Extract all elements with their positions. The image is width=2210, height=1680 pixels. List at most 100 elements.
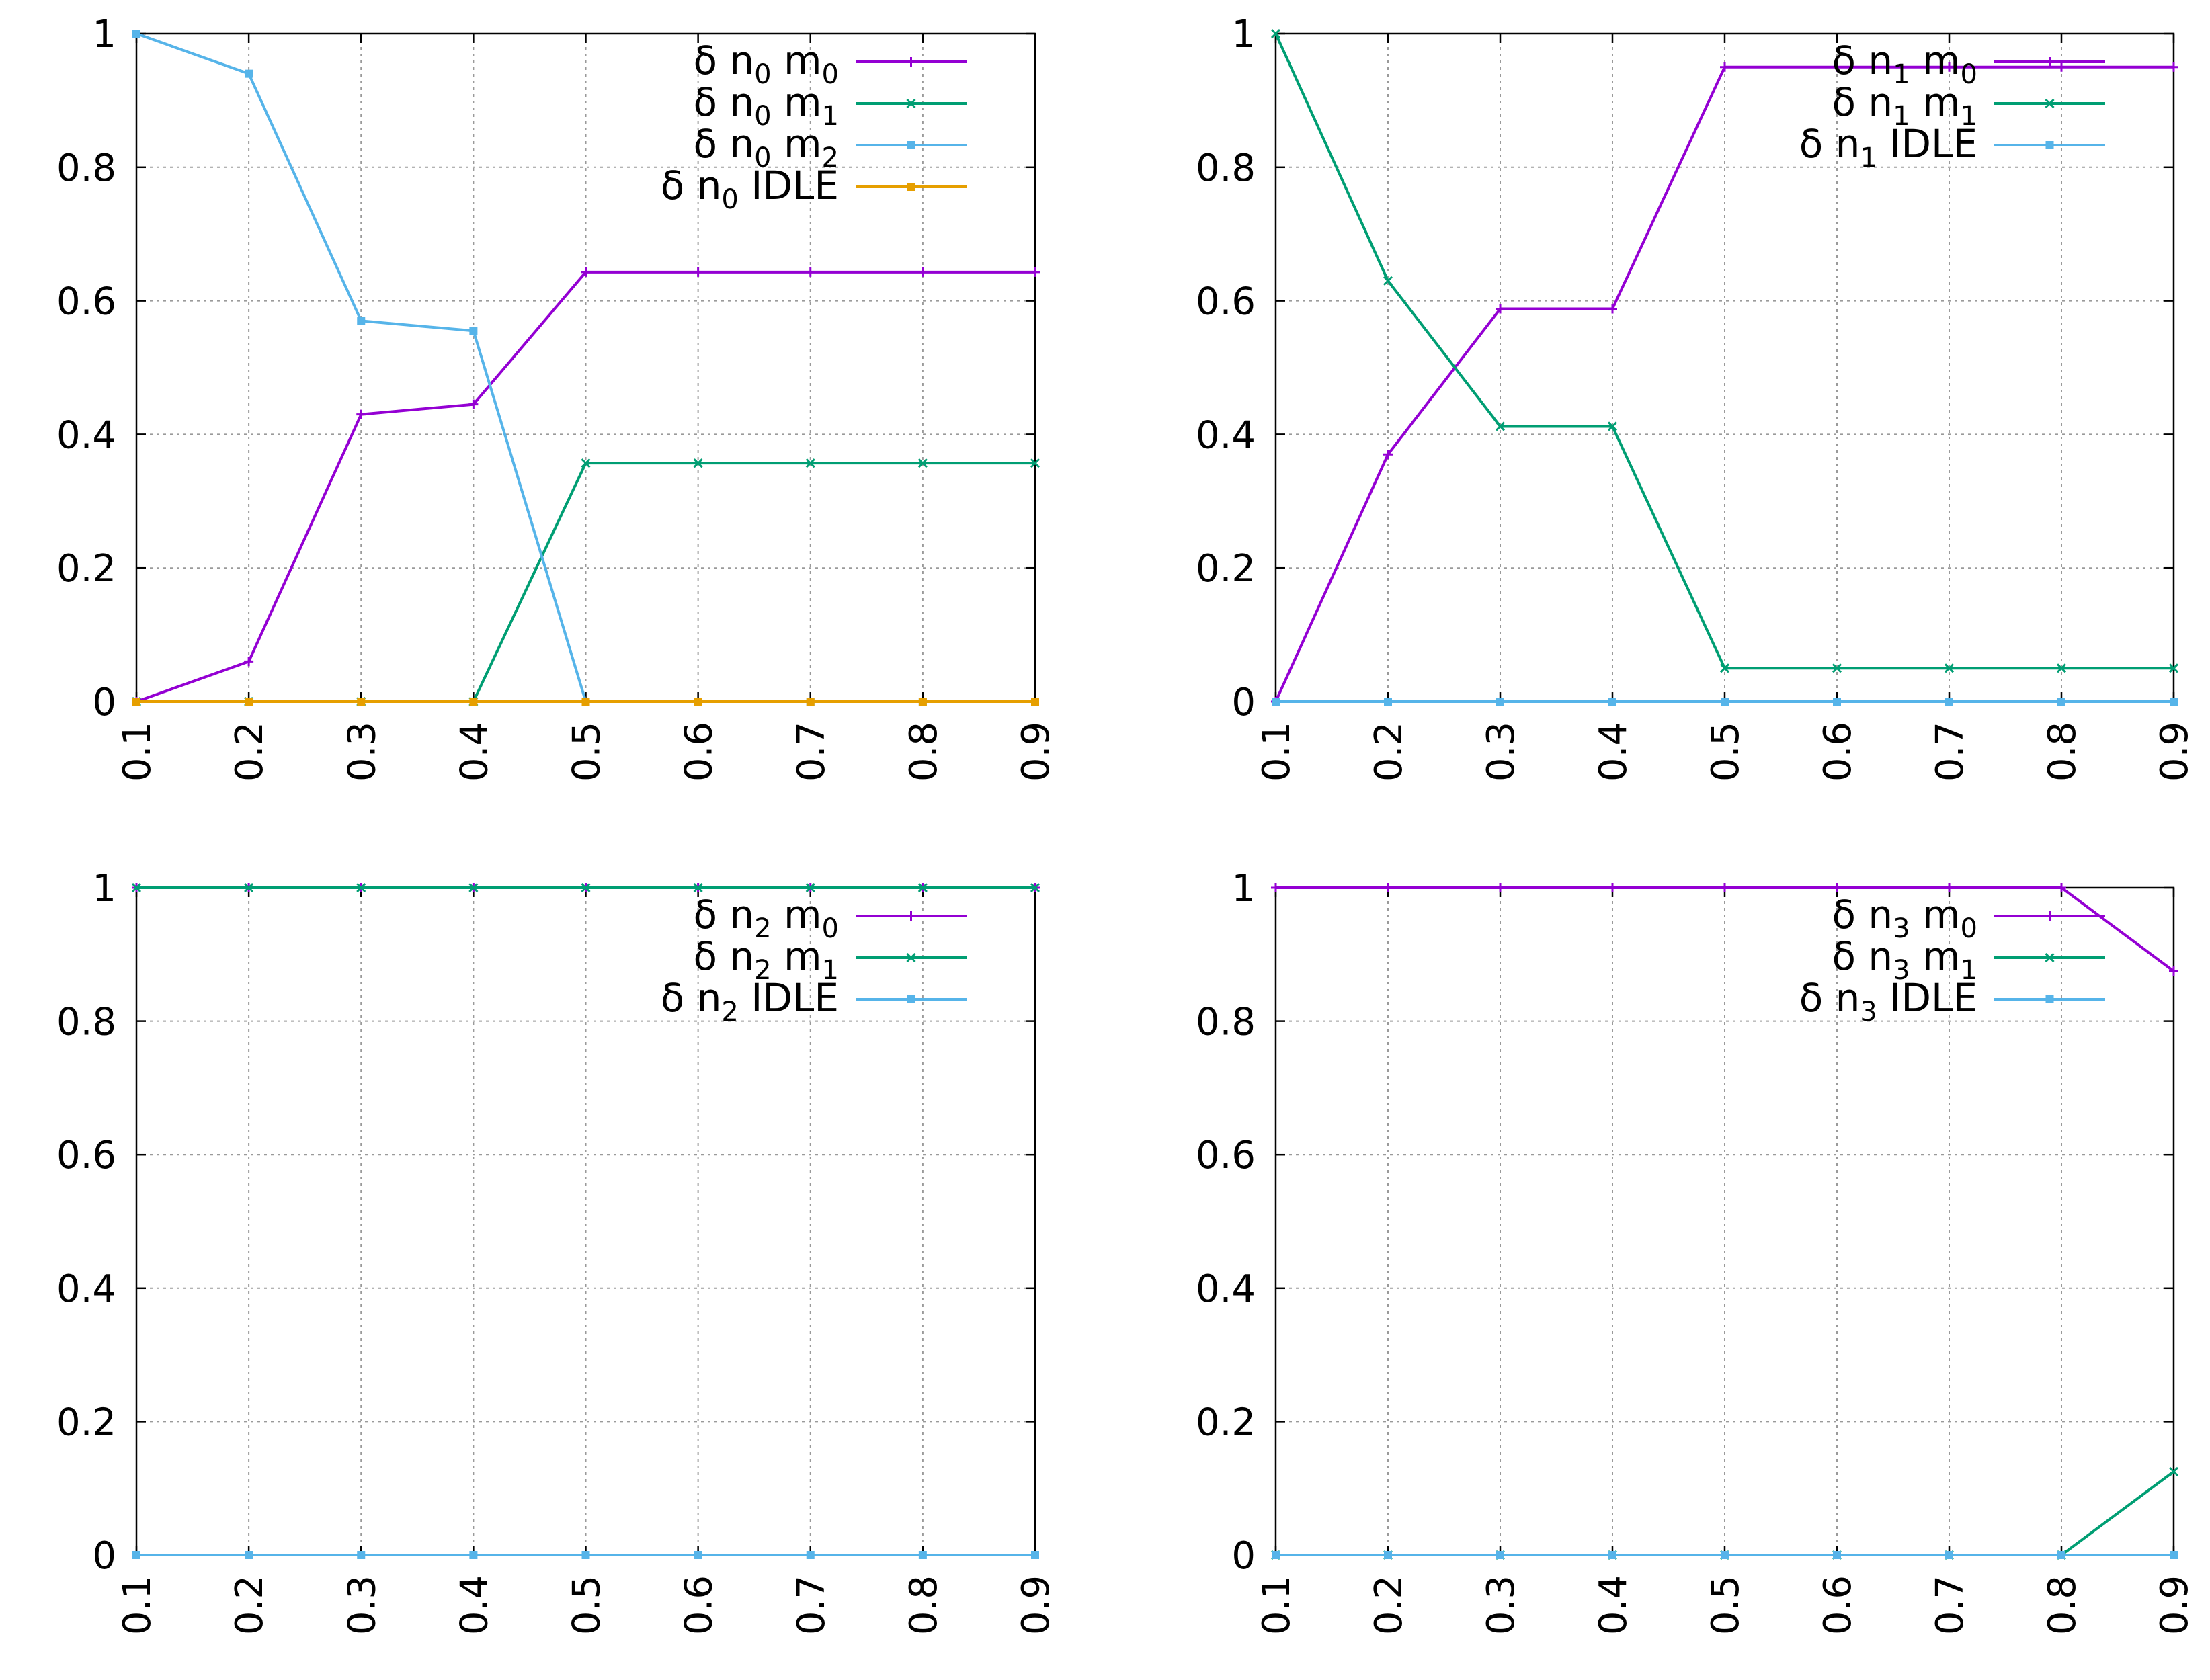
data-point xyxy=(1719,663,1730,673)
y-tick-label: 0.8 xyxy=(56,1001,116,1044)
data-point xyxy=(1031,698,1039,706)
legend-entry: δ n0 m0 xyxy=(693,38,967,90)
legend-label-mid: m xyxy=(1910,79,1961,125)
legend: δ n2 m0δ n2 m1δ n2 IDLE xyxy=(661,892,967,1027)
legend-label-mid: IDLE xyxy=(739,975,839,1021)
data-point xyxy=(357,317,366,325)
data-point xyxy=(357,698,366,706)
series-3 xyxy=(132,30,1039,706)
data-point xyxy=(581,698,590,706)
data-point xyxy=(2057,883,2066,892)
data-point xyxy=(1272,1551,1280,1559)
legend-entry: δ n0 m1 xyxy=(693,79,967,132)
data-point xyxy=(907,183,915,191)
data-point xyxy=(244,657,254,667)
y-tick-label: 0.2 xyxy=(1196,1400,1256,1444)
data-point xyxy=(1384,1551,1392,1559)
data-point xyxy=(1608,883,1617,892)
data-point xyxy=(1271,883,1280,892)
data-point xyxy=(2056,663,2067,673)
data-point xyxy=(1383,276,1393,286)
legend-label: δ n1 m0 xyxy=(1832,38,1977,90)
data-point xyxy=(917,267,928,277)
data-point xyxy=(2168,663,2179,673)
data-point xyxy=(1496,304,1505,314)
x-tick-label: 0.3 xyxy=(340,722,384,782)
x-tick-label: 0.5 xyxy=(565,722,609,782)
legend-entry: δ n1 m1 xyxy=(1832,79,2105,132)
y-tick-label: 0.6 xyxy=(1196,1134,1256,1177)
legend-label-sub1: 1 xyxy=(1893,59,1910,90)
y-tick-label: 1 xyxy=(1231,13,1256,56)
legend-label: δ n0 m2 xyxy=(693,121,839,173)
data-point xyxy=(581,1551,590,1559)
legend-label-sub1: 0 xyxy=(721,184,738,215)
data-point xyxy=(906,57,916,67)
y-tick-label: 0.8 xyxy=(56,146,116,190)
series-2 xyxy=(131,458,1040,707)
x-tick-label: 0.4 xyxy=(452,722,496,782)
x-tick-label: 0.9 xyxy=(1014,1575,1058,1635)
data-point xyxy=(132,30,140,38)
legend-label: δ n0 IDLE xyxy=(661,163,839,215)
x-tick-label: 0.1 xyxy=(1255,722,1299,782)
data-point xyxy=(693,882,703,893)
data-point xyxy=(1272,698,1280,706)
legend: δ n0 m0δ n0 m1δ n0 m2δ n0 IDLE xyxy=(661,38,967,215)
legend-label-prefix: δ n xyxy=(1832,38,1893,83)
data-point xyxy=(1832,663,1842,673)
y-tick-label: 0.4 xyxy=(56,1267,116,1311)
data-point xyxy=(2170,1551,2178,1559)
data-point xyxy=(917,882,928,893)
x-tick-label: 0.7 xyxy=(1928,1575,1972,1635)
data-point xyxy=(805,267,815,277)
data-point xyxy=(357,1551,366,1559)
legend-label-prefix: δ n xyxy=(693,38,754,83)
data-point xyxy=(1721,1551,1729,1559)
data-point xyxy=(2045,98,2055,109)
legend-entry: δ n2 m0 xyxy=(693,892,967,944)
chart-panel-4: 0 0.2 0.4 0.6 0.8 1 0.1 0.2 0.3 0.4 0.5 0.6 0.7 0.8 0.… xyxy=(1196,867,2197,1635)
x-tick-label: 0.7 xyxy=(790,722,833,782)
data-point xyxy=(1833,698,1841,706)
legend-label-mid: IDLE xyxy=(1877,975,1977,1021)
y-tick-label: 0.2 xyxy=(56,547,116,591)
data-point xyxy=(918,698,927,706)
legend-entry: δ n2 IDLE xyxy=(661,975,967,1027)
y-tick-label: 0.6 xyxy=(56,1134,116,1177)
legend-entry: δ n2 m1 xyxy=(693,933,967,986)
x-tick-label: 0.9 xyxy=(2153,722,2197,782)
x-tick-label: 0.5 xyxy=(1704,722,1748,782)
x-tick-label: 0.8 xyxy=(2041,722,2084,782)
x-tick-label: 0.4 xyxy=(1592,722,1635,782)
data-point xyxy=(1608,304,1617,314)
data-point xyxy=(1945,1551,1953,1559)
data-point xyxy=(1945,698,1953,706)
data-point xyxy=(468,882,479,893)
data-point xyxy=(1383,883,1393,892)
y-tick-label: 0.2 xyxy=(56,1400,116,1444)
legend-label-prefix: δ n xyxy=(693,79,754,125)
y-tick-label: 0.4 xyxy=(1196,1267,1256,1311)
data-point xyxy=(805,882,815,893)
data-point xyxy=(918,1551,927,1559)
series-4 xyxy=(132,698,1039,706)
series-1 xyxy=(1271,883,2178,976)
data-point xyxy=(693,267,703,277)
legend-label-sub2: 1 xyxy=(1961,955,1977,986)
data-point xyxy=(2045,911,2055,921)
data-point xyxy=(1832,883,1842,892)
y-tick-label: 0.4 xyxy=(1196,413,1256,457)
legend-label-sub2: 2 xyxy=(822,142,839,173)
data-point xyxy=(1496,883,1505,892)
data-point xyxy=(906,98,916,109)
legend-label-prefix: δ n xyxy=(693,121,754,167)
data-point xyxy=(2057,1551,2065,1559)
chart-panel-1: 0 0.2 0.4 0.6 0.8 1 0.1 0.2 0.3 0.4 0.5 0.6 0.7 0.8 0.… xyxy=(56,13,1058,782)
x-tick-label: 0.2 xyxy=(228,1575,272,1635)
data-point xyxy=(1944,663,1955,673)
x-tick-label: 0.8 xyxy=(902,722,946,782)
data-point xyxy=(906,911,916,921)
y-tick-label: 0.2 xyxy=(1196,547,1256,591)
